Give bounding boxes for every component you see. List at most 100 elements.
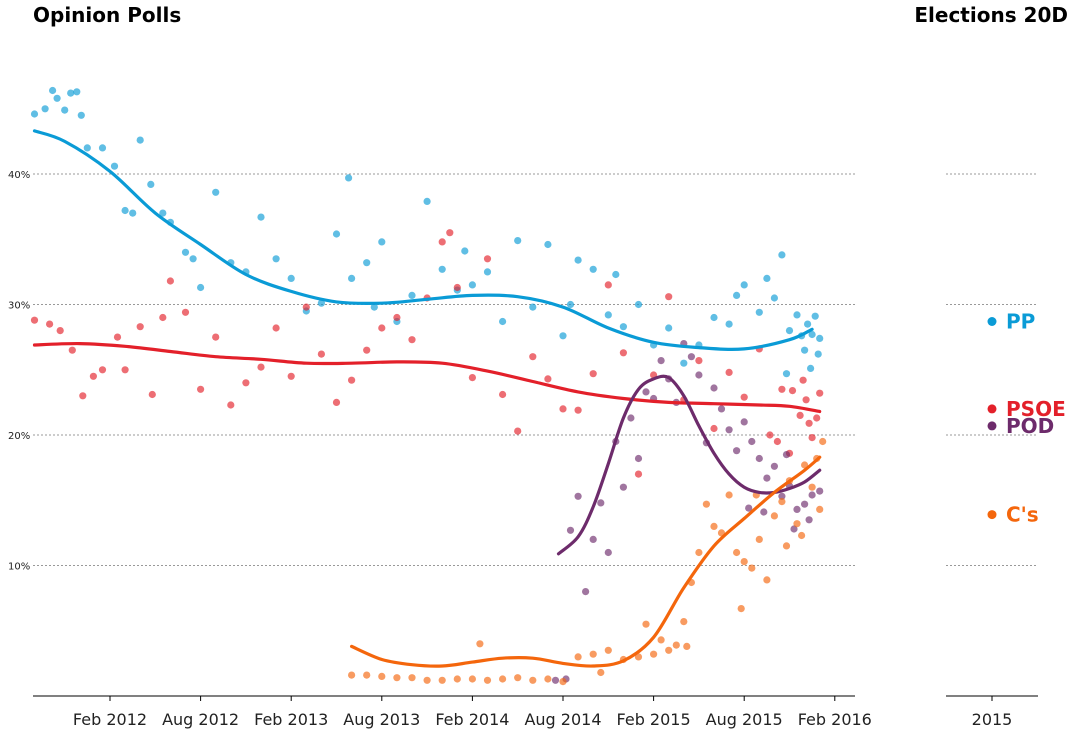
poll-point xyxy=(634,300,643,309)
poll-point xyxy=(657,357,665,365)
poll-point xyxy=(740,418,748,426)
poll-point xyxy=(808,434,816,442)
poll-point xyxy=(544,675,552,683)
poll-point xyxy=(740,558,748,566)
poll-point xyxy=(529,353,537,361)
poll-point xyxy=(816,505,824,513)
poll-point xyxy=(49,86,57,95)
poll-point xyxy=(529,676,537,684)
poll-point xyxy=(181,248,190,256)
poll-point xyxy=(805,516,813,524)
trend-line-cs xyxy=(350,455,822,668)
right-panel-tick-label: 2015 xyxy=(972,710,1013,729)
poll-point xyxy=(98,366,107,374)
poll-point xyxy=(695,548,703,557)
poll-point xyxy=(755,535,763,544)
poll-point xyxy=(544,240,552,249)
poll-points-cs xyxy=(348,437,827,686)
poll-point xyxy=(778,385,786,393)
poll-point xyxy=(363,259,371,267)
poll-point xyxy=(710,424,718,433)
poll-point xyxy=(189,255,197,263)
poll-point xyxy=(53,94,61,102)
x-tick-label: Feb 2016 xyxy=(798,710,872,729)
chart-title-right: Elections 20D xyxy=(914,3,1068,27)
poll-point xyxy=(725,491,733,499)
result-dot-psoe xyxy=(987,404,997,414)
poll-point xyxy=(30,316,39,324)
poll-point xyxy=(461,247,469,255)
poll-point xyxy=(770,462,779,470)
poll-point xyxy=(514,237,522,245)
y-axis-ticks: 10% 20% 30% 40% xyxy=(8,170,30,573)
poll-point xyxy=(680,618,688,626)
poll-point xyxy=(287,274,295,282)
poll-points-psoe xyxy=(30,229,824,478)
poll-point xyxy=(793,520,801,528)
poll-point xyxy=(446,229,454,237)
poll-point xyxy=(634,470,643,478)
poll-point xyxy=(788,387,797,395)
poll-points xyxy=(30,86,827,686)
x-tick-label: Aug 2012 xyxy=(162,710,239,729)
poll-point xyxy=(755,308,763,316)
poll-point xyxy=(453,283,461,292)
poll-point xyxy=(801,500,809,508)
poll-point xyxy=(733,291,741,299)
x-tick-label: Aug 2013 xyxy=(343,710,420,729)
poll-point xyxy=(619,323,628,331)
y-tick-label: 30% xyxy=(8,301,30,312)
grid-lines xyxy=(33,173,1038,566)
poll-point xyxy=(242,379,250,387)
poll-point xyxy=(345,174,353,182)
poll-point xyxy=(619,483,628,491)
poll-point xyxy=(348,274,356,282)
poll-point xyxy=(559,332,567,340)
poll-point xyxy=(778,498,786,506)
poll-point xyxy=(597,499,605,507)
poll-point xyxy=(710,384,718,392)
poll-point xyxy=(332,398,341,406)
poll-point xyxy=(438,265,446,273)
poll-point xyxy=(650,650,658,658)
poll-point xyxy=(814,350,822,358)
x-tick-label: Feb 2012 xyxy=(73,710,147,729)
poll-point xyxy=(811,312,819,320)
poll-point xyxy=(56,327,64,335)
poll-point xyxy=(665,293,673,301)
poll-point xyxy=(665,646,673,654)
poll-point xyxy=(68,346,76,354)
poll-point xyxy=(499,317,507,326)
poll-point xyxy=(272,324,280,332)
chart-title-left: Opinion Polls xyxy=(33,3,181,27)
poll-point xyxy=(604,281,612,289)
poll-point xyxy=(604,548,612,557)
poll-point xyxy=(597,668,605,677)
poll-point xyxy=(770,512,779,520)
poll-point xyxy=(468,374,476,382)
y-tick-label: 40% xyxy=(8,170,30,181)
poll-point xyxy=(760,508,768,516)
trend-lines xyxy=(32,129,822,668)
poll-point xyxy=(612,270,620,279)
poll-point xyxy=(79,392,87,400)
poll-point xyxy=(574,256,582,264)
poll-point xyxy=(778,492,786,500)
poll-point xyxy=(408,291,416,299)
poll-point xyxy=(393,313,401,322)
poll-point xyxy=(67,89,75,97)
poll-point xyxy=(733,447,741,455)
poll-point xyxy=(763,274,771,282)
poll-point xyxy=(468,281,476,289)
poll-point xyxy=(257,213,265,221)
poll-point xyxy=(785,327,794,335)
x-tick-label: Aug 2014 xyxy=(524,710,601,729)
poll-point xyxy=(77,111,85,119)
poll-points-pp xyxy=(30,86,824,378)
poll-point xyxy=(695,357,703,365)
poll-point xyxy=(370,303,378,311)
poll-point xyxy=(317,350,325,358)
poll-point xyxy=(604,311,612,319)
poll-point xyxy=(302,303,310,311)
